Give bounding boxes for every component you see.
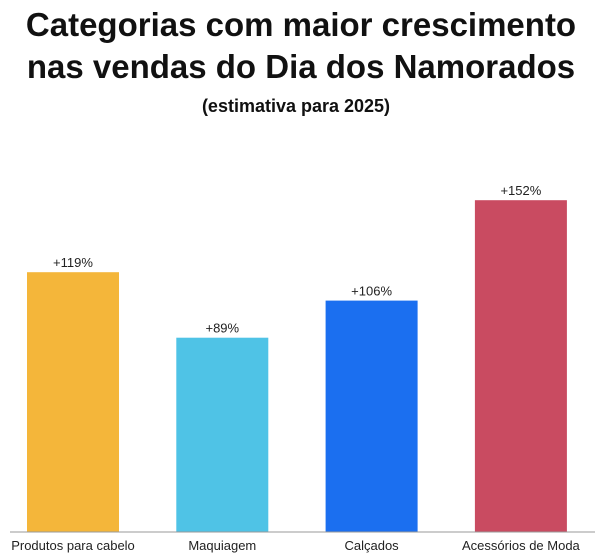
- bar-2: [325, 300, 418, 532]
- x-tick-label-3: Acessórios de Moda: [462, 538, 581, 553]
- bar-value-label-2: +106%: [351, 284, 392, 299]
- bar-value-label-1: +89%: [205, 321, 239, 336]
- chart-subtitle: (estimativa para 2025): [202, 96, 390, 116]
- chart-title-line-1: Categorias com maior crescimento: [26, 6, 576, 43]
- bar-0: [27, 272, 119, 532]
- x-tick-label-0: Produtos para cabelo: [11, 538, 135, 553]
- bar-1: [176, 337, 269, 532]
- x-tick-label-2: Calçados: [344, 538, 399, 553]
- chart-title-line-2: nas vendas do Dia dos Namorados: [27, 48, 575, 85]
- bar-value-label-0: +119%: [53, 255, 93, 270]
- bar-3: [474, 200, 567, 532]
- x-tick-label-1: Maquiagem: [188, 538, 256, 553]
- bar-value-label-3: +152%: [500, 183, 541, 198]
- bars-group: +119% Produtos para cabelo +89% Maquiagem +1…: [11, 183, 580, 553]
